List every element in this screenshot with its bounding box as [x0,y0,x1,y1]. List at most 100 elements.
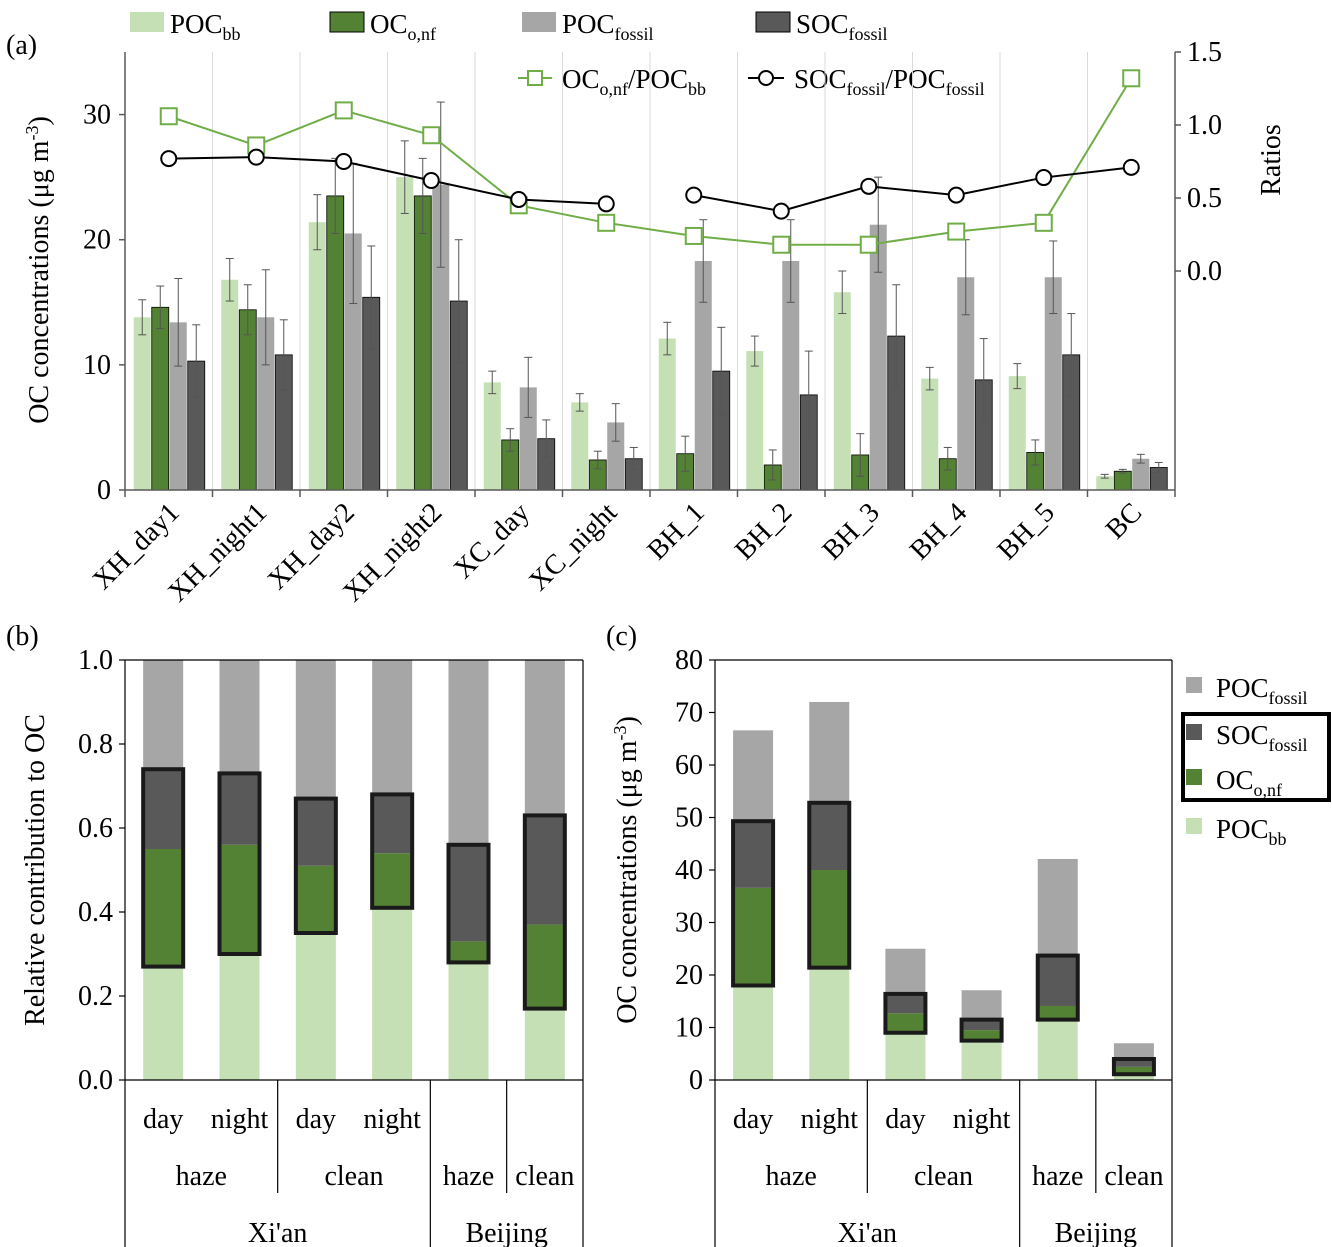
panel-b-y-tick-label: 0.0 [78,1065,113,1096]
panel-a-ylabel: OC concentrations (μg m-3) [22,116,55,424]
panel-a-bar-poc-bb [221,279,239,490]
panel-c-y-tick-label: 40 [675,855,703,886]
legend-c-poc-fossil-label: POCfossil [1216,673,1308,708]
panel-a-bar-poc-fossil [169,322,187,490]
panel-c-category-label: day [885,1104,925,1135]
panel-b-group-label: haze [443,1161,494,1192]
panel-b-group-label: haze [176,1161,227,1192]
legend-ratio-oc-marker [527,70,543,86]
panel-c-category-label: night [800,1104,858,1135]
panel-b-bar-poc-fossil [448,660,489,845]
panel-b-bar-poc-fossil [143,660,184,770]
panel-a-x-tick-label: BH_4 [904,497,973,566]
panel-c-bar-poc-bb [1037,1019,1078,1080]
panel-c-highlight-box [1111,1057,1156,1077]
panel-a-ratio-marker-soc [1122,158,1140,176]
panel-c-group-label: haze [1032,1161,1083,1192]
panel-c-category-label: night [953,1104,1011,1135]
panel-c-group-label: clean [1104,1161,1163,1192]
panel-c-bar-soc-fossil [1037,955,1078,1006]
panel-a-bar-poc-bb [483,382,501,490]
panel-b-category-axis: day night day night haze clean haze clean Xi'an B… [124,1080,584,1247]
panel-a-ratio-marker-soc [247,148,265,166]
panel-c-label: (c) [606,621,637,652]
panel-a-ratio-marker-soc [947,186,965,204]
legend-soc-fossil-swatch [755,11,791,33]
legend-poc-bb-swatch [130,12,164,32]
panel-c-y-tick-label: 60 [675,750,703,781]
panel-a-ratio-marker-oc [947,222,966,241]
panel-c-y-tick-label: 0 [689,1065,703,1096]
panel-a-bar-poc-bb [308,222,326,491]
panel-a-ratio-line-soc [693,166,1132,213]
panel-a-bar-poc-bb [1096,476,1114,490]
panel-b-highlight-box [217,771,262,957]
panel-a-ratio-lines [159,69,1141,254]
panel-c-y-tick-label: 20 [675,960,703,991]
panel-c-bar-oc-o-nf [1113,1066,1154,1075]
panel-a-y2label: Ratios [1256,124,1287,196]
panel-a-ratio-marker-oc [597,213,616,232]
legend-ratio-soc-label: SOCfossil/POCfossil [794,64,985,99]
panel-a-y-tick-label: 0 [97,475,111,506]
legend-oc-onf-swatch [329,11,365,33]
legend-c-soc-fossil-label: SOCfossil [1216,720,1308,755]
panel-c-bar-poc-bb [885,1032,926,1080]
panel-b-bar-soc-fossil [143,769,184,849]
panel-c-bar-soc-fossil [885,993,926,1014]
panel-a-ratio-line-oc [168,77,1133,246]
panel-b-label: (b) [6,621,39,652]
panel-c-bar-soc-fossil [733,821,774,888]
panel-c-bar-oc-o-nf [809,870,850,968]
panel-a-bar-poc-fossil [257,317,275,490]
panel-a-ratio-marker-oc [772,235,791,254]
panel-b-bar-oc-o-nf [524,924,565,1009]
panel-a-bar-poc-bb [133,317,151,490]
panel-b-highlight-box [141,767,186,969]
panel-c-y-tick-label: 80 [675,645,703,676]
panel-a-ratio-marker-soc [860,177,878,195]
panel-c-region-label: Xi'an [838,1218,897,1247]
panel-a-bar-oc-o-nf [238,309,257,491]
panel-c-highlight-box [807,800,852,970]
panel-c-category-label: day [733,1104,773,1135]
panel-b-bar-soc-fossil [295,798,336,866]
legend-c-poc-bb-label: POCbb [1216,814,1287,849]
panel-b-category-label: day [143,1104,183,1135]
panel-c-highlight-box [959,1017,1004,1043]
panel-b-bar-poc-fossil [524,660,565,816]
panel-a-y-tick-label: 20 [83,225,111,256]
panel-c-bar-poc-bb [1113,1074,1154,1080]
panel-c-bar-oc-o-nf [961,1030,1002,1041]
panel-a-y2-tick-label: 1.0 [1187,110,1222,141]
panel-a-legend: POCbb OCo,nf POCfossil SOCfossil OCo,nf/… [130,9,985,99]
panel-b-region-label: Beijing [465,1218,547,1247]
panel-b-y-tick-label: 0.2 [78,981,113,1012]
panel-c-bar-oc-o-nf [1037,1005,1078,1020]
legend-soc-fossil-label: SOCfossil [796,9,888,44]
panel-a-y-tick-label: 30 [83,100,111,131]
panel-a-bar-poc-bb [571,402,589,490]
panel-a-ratio-marker-soc [422,171,440,189]
panel-c-ylabel: OC concentrations (μg m-3) [610,716,643,1024]
panel-a-ratio-marker-soc [335,153,353,170]
panel-a-ratio-marker-soc [597,195,615,213]
panel-b-category-label: night [211,1104,269,1135]
panel-a-x-tick-label: BH_2 [729,497,798,566]
panel-b-highlight-box [370,792,415,910]
panel-a-ratio-marker-oc [684,226,703,245]
panel-a-bar-poc-fossil [957,277,975,490]
panel-c-legend: POCfossil SOCfossil OCo,nf POCbb [1181,673,1331,849]
panel-b-y-tick-label: 0.4 [78,897,113,928]
panel-c-group-label: clean [914,1161,973,1192]
panel-a-bar-poc-fossil [694,260,712,490]
panel-c-bar-poc-bb [733,985,774,1080]
panel-a-ratio-marker-oc [1034,213,1053,232]
panel-a-bar-poc-bb [921,378,939,490]
panel-c-region-label: Beijing [1055,1218,1137,1247]
panel-a-bar-poc-fossil [782,260,800,490]
panel-a-bar-oc-o-nf [1113,470,1132,491]
legend-poc-bb-label: POCbb [170,9,241,44]
panel-a-ratio-marker-soc [772,202,790,220]
panel-a-x-tick-label: XC_night [523,497,623,597]
